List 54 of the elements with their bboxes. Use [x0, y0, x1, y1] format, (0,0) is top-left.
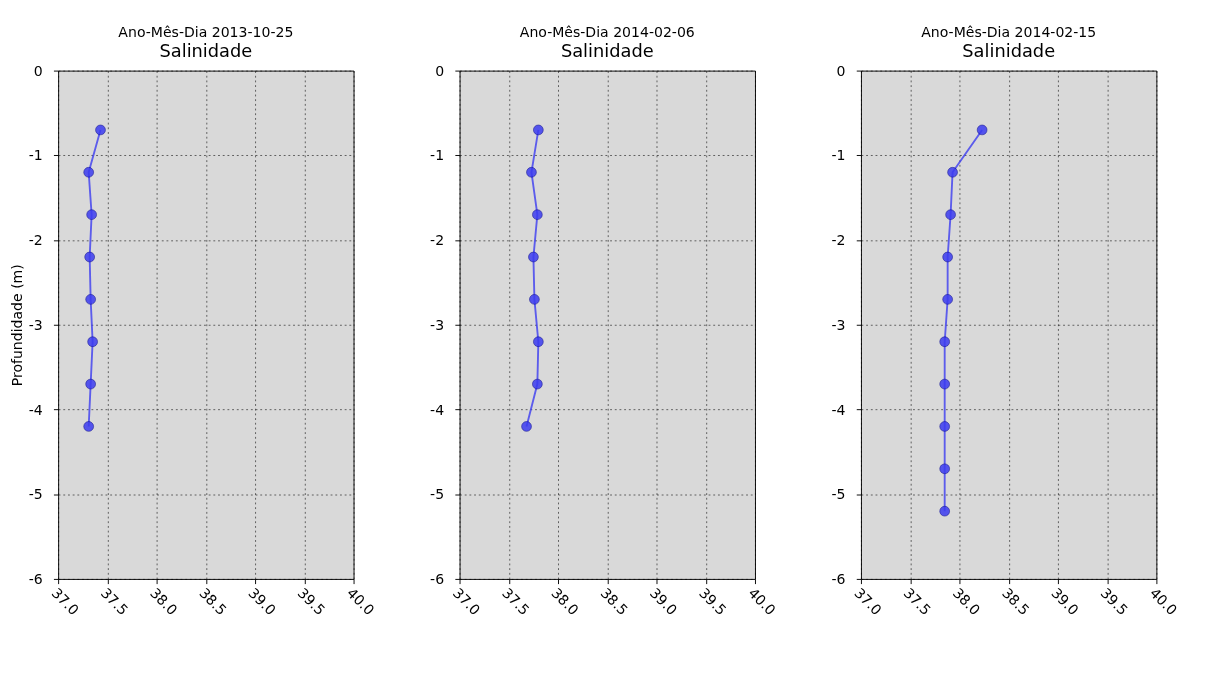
y-tick-label: -3	[831, 316, 846, 333]
y-tick-label: -1	[28, 147, 43, 164]
point	[976, 124, 988, 136]
point	[533, 336, 544, 347]
point	[533, 124, 544, 136]
point	[939, 378, 950, 390]
y-tick-label: -2	[28, 232, 43, 249]
point	[532, 209, 543, 220]
point	[86, 209, 97, 220]
point	[939, 463, 950, 474]
y-tick-label: -3	[28, 316, 43, 333]
y-tick-label: 0	[435, 62, 445, 79]
y-tick-label: -4	[28, 401, 43, 418]
point	[85, 294, 96, 305]
chart-title: Ano-Mês-Dia 2013-10-25	[118, 23, 294, 40]
y-tick-label: -6	[831, 571, 846, 588]
point	[84, 251, 95, 263]
point	[85, 378, 96, 390]
chart-title: Ano-Mês-Dia 2014-02-15	[921, 23, 1097, 40]
y-tick-label: -1	[430, 147, 445, 164]
point	[945, 209, 956, 220]
y-axis-title: Profundidade (m)	[9, 264, 26, 387]
y-tick-label: -4	[430, 401, 445, 418]
point	[939, 505, 950, 517]
point	[942, 294, 953, 305]
point	[83, 167, 94, 178]
point	[87, 336, 98, 347]
point	[526, 167, 537, 178]
y-tick-label: -6	[28, 571, 43, 588]
y-tick-label: -4	[831, 401, 846, 418]
y-tick-label: -5	[831, 486, 846, 503]
y-tick-label: -1	[831, 147, 846, 164]
point	[942, 251, 953, 263]
y-tick-label: -2	[430, 232, 445, 249]
chart-subtitle: Salinidade	[159, 39, 253, 61]
point	[529, 294, 540, 305]
point	[532, 378, 543, 390]
point	[95, 124, 106, 136]
point	[83, 421, 94, 432]
y-tick-label: -3	[430, 316, 445, 333]
point	[947, 167, 958, 178]
point	[939, 336, 950, 347]
y-tick-label: -6	[430, 571, 445, 588]
chart-subtitle: Salinidade	[962, 39, 1056, 61]
y-tick-label: 0	[33, 62, 43, 79]
y-tick-label: -5	[430, 486, 445, 503]
point	[528, 251, 539, 263]
y-tick-label: 0	[836, 62, 846, 79]
chart-title: Ano-Mês-Dia 2014-02-06	[519, 23, 695, 40]
point	[521, 421, 532, 432]
y-tick-label: -2	[831, 232, 846, 249]
chart-subtitle: Salinidade	[560, 39, 654, 61]
y-tick-label: -5	[28, 486, 43, 503]
point	[939, 421, 950, 432]
